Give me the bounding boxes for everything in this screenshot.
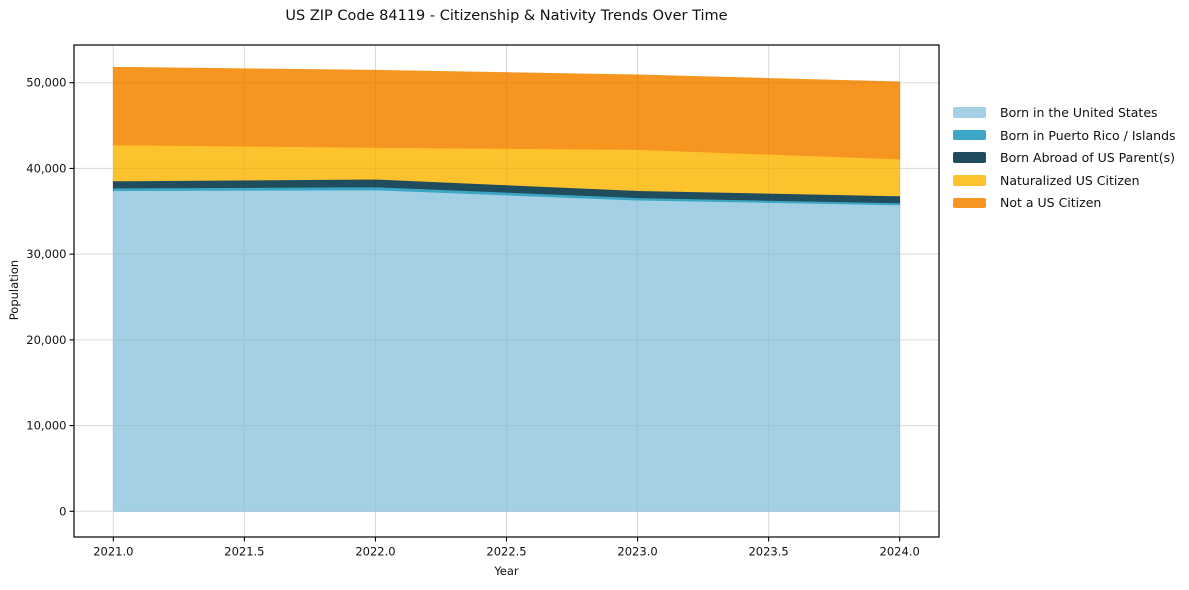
x-tick-label: 2022.5 — [486, 545, 526, 559]
y-tick-label: 40,000 — [26, 161, 66, 175]
chart-title: US ZIP Code 84119 - Citizenship & Nativi… — [285, 8, 728, 24]
legend-item-born-in-puerto-rico-islands: Born in Puerto Rico / Islands — [953, 128, 1176, 143]
legend-label: Born in the United States — [1000, 105, 1158, 120]
gridlines-overlay — [74, 45, 939, 537]
x-tick-label: 2024.0 — [880, 545, 920, 559]
x-tick-label: 2022.0 — [355, 545, 395, 559]
y-tick-label: 0 — [59, 504, 66, 518]
legend-label: Naturalized US Citizen — [1000, 172, 1140, 188]
legend-item-not-a-us-citizen: Not a US Citizen — [953, 195, 1176, 210]
y-tick-label: 20,000 — [26, 333, 66, 347]
x-axis-label: Year — [494, 564, 519, 578]
y-axis-label: Population — [7, 259, 21, 321]
legend-swatch-icon — [953, 175, 986, 186]
legend-item-naturalized-us-citizen: Naturalized US Citizen — [953, 173, 1176, 188]
y-tick-label: 30,000 — [26, 247, 66, 261]
legend-label: Born in Puerto Rico / Islands — [1000, 127, 1176, 143]
x-tick-label: 2023.5 — [748, 545, 788, 559]
y-tick-label: 50,000 — [26, 76, 66, 90]
legend-item-born-abroad-of-us-parent-s: Born Abroad of US Parent(s) — [953, 150, 1176, 165]
area-not-a-us-citizen — [112, 66, 901, 160]
x-tick-label: 2021.5 — [224, 545, 264, 559]
legend-label: Born Abroad of US Parent(s) — [1000, 150, 1175, 166]
y-tick-label: 10,000 — [26, 419, 66, 433]
legend-swatch-icon — [953, 197, 986, 209]
legend-swatch-icon — [953, 152, 986, 163]
x-tick-label: 2021.0 — [93, 545, 133, 559]
legend-item-born-in-the-united-states: Born in the United States — [953, 105, 1176, 120]
legend-swatch-icon — [953, 129, 986, 141]
legend-label: Not a US Citizen — [1000, 195, 1102, 211]
stacked-areas — [112, 66, 901, 512]
legend-swatch-icon — [953, 107, 986, 118]
x-tick-label: 2023.0 — [617, 545, 657, 559]
legend: Born in the United States Born in Puerto … — [953, 105, 1176, 210]
axis-ticks: 2021.0 2021.5 2022.0 2022.5 2023.0 2023.5 2024… — [26, 76, 920, 559]
